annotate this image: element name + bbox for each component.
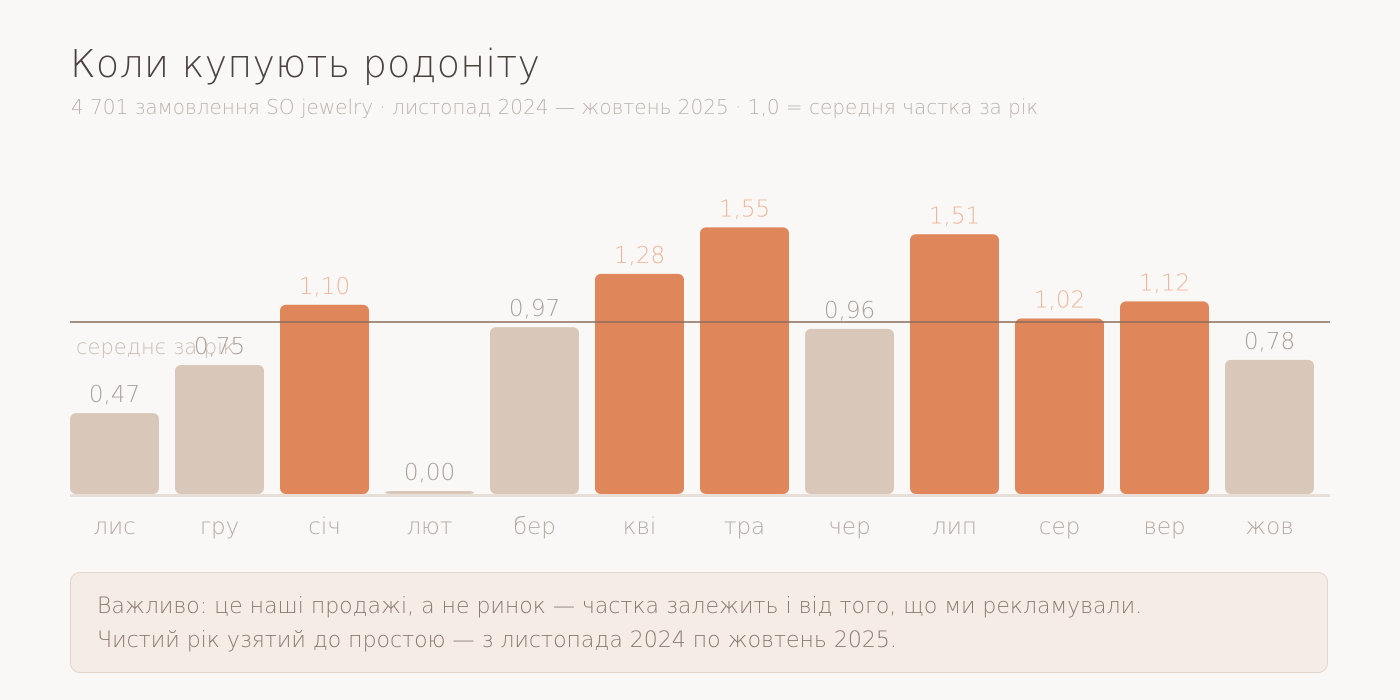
- x-tick-label-бер: бер: [513, 514, 556, 540]
- bar-жов: [1225, 359, 1314, 494]
- x-tick-label-сер: сер: [1039, 514, 1080, 540]
- value-label-лип: 1,51: [929, 203, 980, 229]
- value-label-сер: 1,02: [1034, 288, 1085, 314]
- bar-тра: [700, 227, 789, 494]
- value-label-січ: 1,10: [299, 274, 350, 300]
- value-label-бер: 0,97: [509, 296, 560, 322]
- x-tick-label-лис: лис: [93, 514, 136, 540]
- value-label-лис: 0,47: [89, 382, 140, 408]
- x-tick-label-лют: лют: [406, 514, 452, 540]
- bar-лип: [910, 234, 999, 494]
- bar-вер: [1120, 301, 1209, 494]
- note-box: Важливо: це наші продажі, а не ринок — ч…: [70, 572, 1328, 673]
- value-label-тра: 1,55: [719, 196, 770, 222]
- value-label-лют: 0,00: [404, 460, 455, 486]
- bar-chart: 0,47 лис 0,75 гру 1,10 січ 0,00 лют 0,97 бер 1,28 к…: [70, 196, 1330, 540]
- x-tick-label-жов: жов: [1245, 514, 1293, 540]
- value-label-вер: 1,12: [1139, 270, 1190, 296]
- chart-title: Коли купують родоніту: [70, 42, 541, 86]
- x-tick-label-січ: січ: [308, 514, 341, 540]
- x-tick-label-кві: кві: [623, 514, 657, 540]
- x-tick-label-чер: чер: [828, 514, 870, 540]
- bar-кві: [595, 273, 684, 494]
- note-line-2: Чистий рік узятий до простою — з листопа…: [97, 628, 897, 653]
- bar-лют: [385, 491, 474, 494]
- x-tick-label-лип: лип: [932, 514, 977, 540]
- bar-гру: [175, 365, 264, 494]
- x-tick-label-гру: гру: [200, 514, 240, 540]
- value-label-жов: 0,78: [1244, 329, 1295, 355]
- value-label-кві: 1,28: [614, 243, 665, 269]
- bar-лис: [70, 413, 159, 494]
- chart-subtitle: 4 701 замовлення SO jewelry · листопад 2…: [71, 95, 1039, 119]
- average-reference-label: середнє за рік: [76, 335, 235, 359]
- x-tick-label-вер: вер: [1143, 514, 1185, 540]
- bar-сер: [1015, 318, 1104, 494]
- value-label-чер: 0,96: [824, 298, 875, 324]
- x-tick-label-тра: тра: [724, 514, 765, 540]
- value-label-гру: 0,75: [194, 334, 245, 360]
- bar-бер: [490, 327, 579, 494]
- bar-січ: [280, 304, 369, 494]
- bar-чер: [805, 328, 894, 494]
- note-line-1: Важливо: це наші продажі, а не ринок — ч…: [97, 594, 1143, 619]
